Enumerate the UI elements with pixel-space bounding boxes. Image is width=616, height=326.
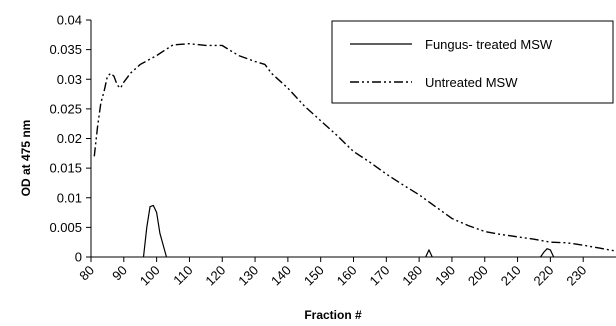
x-axis-ticks: 80 90 100 110 120 130 140 150 160 170 180 190 200 210… bbox=[76, 257, 589, 288]
y-tick-label: 0.015 bbox=[49, 161, 82, 176]
x-tick-label: 170 bbox=[366, 263, 392, 289]
series-line-fungus-treated bbox=[142, 204, 168, 258]
legend-box bbox=[331, 20, 614, 104]
x-axis-label: Fraction # bbox=[304, 308, 362, 322]
x-tick-label: 220 bbox=[531, 263, 557, 289]
y-axis-ticks: 0 0.005 0.01 0.015 0.02 0.025 0.03 0.035 0.04 bbox=[49, 13, 91, 265]
x-tick-label: 160 bbox=[334, 263, 360, 289]
y-axis-label: OD at 475 nm bbox=[19, 120, 33, 197]
y-tick-label: 0.005 bbox=[49, 220, 82, 235]
x-tick-label: 120 bbox=[202, 263, 228, 289]
legend-label-fungus-treated: Fungus- treated MSW bbox=[425, 37, 553, 52]
series-line-fungus-treated bbox=[540, 248, 555, 258]
legend: Fungus- treated MSW Untreated MSW bbox=[331, 20, 614, 104]
x-tick-label: 230 bbox=[563, 263, 589, 289]
y-tick-label: 0.025 bbox=[49, 101, 82, 116]
x-tick-label: 110 bbox=[170, 263, 195, 288]
x-tick-label: 80 bbox=[76, 263, 97, 284]
x-tick-label: 140 bbox=[268, 263, 294, 289]
y-tick-label: 0.01 bbox=[57, 190, 82, 205]
x-tick-label: 90 bbox=[109, 263, 130, 284]
x-tick-label: 190 bbox=[432, 263, 458, 289]
y-tick-label: 0.02 bbox=[57, 131, 82, 146]
series-line-fungus-treated bbox=[425, 249, 433, 258]
x-tick-label: 180 bbox=[399, 263, 425, 289]
x-tick-label: 100 bbox=[137, 263, 163, 289]
x-tick-label: 200 bbox=[465, 263, 491, 289]
y-tick-label: 0.035 bbox=[49, 42, 82, 57]
legend-label-untreated: Untreated MSW bbox=[425, 75, 518, 90]
series-layer bbox=[93, 43, 616, 258]
x-tick-label: 150 bbox=[301, 263, 327, 289]
x-tick-label: 210 bbox=[498, 263, 524, 289]
y-tick-label: 0.03 bbox=[57, 72, 82, 87]
x-tick-label: 130 bbox=[235, 263, 261, 289]
y-tick-label: 0.04 bbox=[57, 13, 82, 28]
y-tick-label: 0 bbox=[75, 250, 82, 265]
